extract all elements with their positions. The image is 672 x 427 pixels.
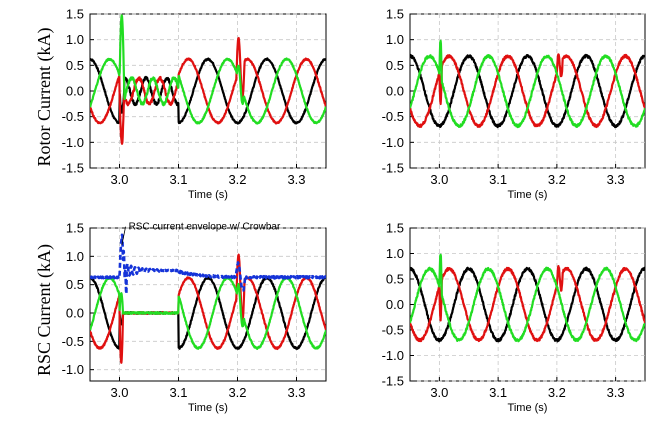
rsc-current-ylabel: RSC Current (kA) xyxy=(34,244,55,376)
y-tick-label: 1.0 xyxy=(66,32,84,47)
y-tick-label: 1.5 xyxy=(66,7,84,22)
x-tick-label: 3.2 xyxy=(548,172,566,187)
y-tick-label: 0.0 xyxy=(66,84,84,99)
panel-bottom-left: -1.0 -0.5 0.0 0.5 1.0 1.5 3.0 3.1 3.2 3.3 Time (s)… xyxy=(62,221,327,414)
y-tick-label: 0.0 xyxy=(386,297,404,312)
panel-top-left: -1.5 -1.0 -0.5 0.0 0.5 1.0 1.5 3.0 3.1 3.2 3.3 Time… xyxy=(62,7,327,201)
plot-frame xyxy=(89,227,327,382)
x-tick-label: 3.3 xyxy=(287,385,305,400)
y-tick-label: -1.0 xyxy=(62,362,84,377)
x-tick-label: 3.3 xyxy=(287,172,305,187)
y-tick-label: -1.0 xyxy=(62,135,84,150)
phase-series-line-2 xyxy=(410,39,645,129)
y-tick-label: -1.5 xyxy=(382,374,404,389)
y-tick-label: 1.0 xyxy=(66,249,84,264)
series-group xyxy=(90,233,326,364)
x-tick-label: 3.0 xyxy=(110,385,128,400)
y-tick-label: -1.0 xyxy=(382,348,404,363)
annotation-label: RSC current envelope w/ Crowbar xyxy=(129,222,281,233)
y-tick-label: 0.0 xyxy=(66,306,84,321)
y-tick-label: 1.5 xyxy=(386,221,404,236)
y-tick-label: -0.5 xyxy=(62,109,84,124)
y-tick-label: 1.5 xyxy=(66,221,84,236)
phase-series-line-2 xyxy=(410,253,645,343)
x-axis-label: Time (s) xyxy=(508,402,548,414)
y-tick-label: 1.0 xyxy=(386,32,404,47)
x-tick-label: 3.1 xyxy=(169,385,187,400)
y-tick-label: -1.0 xyxy=(382,135,404,150)
x-tick-label: 3.0 xyxy=(430,172,448,187)
y-tick-label: -0.5 xyxy=(382,109,404,124)
x-tick-label: 3.1 xyxy=(169,172,187,187)
y-tick-label: 0.5 xyxy=(386,272,404,287)
y-tick-label: 0.5 xyxy=(386,58,404,73)
y-tick-label: 1.5 xyxy=(386,7,404,22)
x-tick-label: 3.3 xyxy=(607,172,625,187)
x-axis-label: Time (s) xyxy=(188,402,228,414)
x-tick-label: 3.2 xyxy=(228,172,246,187)
y-tick-label: 0.0 xyxy=(386,84,404,99)
x-axis-label: Time (s) xyxy=(508,189,548,201)
x-axis-label: Time (s) xyxy=(188,189,228,201)
panel-top-right: -1.5 -1.0 -0.5 0.0 0.5 1.0 1.5 3.0 3.1 3.2 3.3 Time… xyxy=(382,7,646,201)
x-tick-label: 3.1 xyxy=(489,385,507,400)
y-tick-label: 0.5 xyxy=(66,277,84,292)
plot-frame xyxy=(409,13,646,169)
series-group xyxy=(410,253,645,343)
x-tick-label: 3.1 xyxy=(489,172,507,187)
phase-series-line-2 xyxy=(90,14,326,125)
envelope-series-line xyxy=(90,233,326,296)
series-group xyxy=(410,39,645,129)
y-tick-label: -0.5 xyxy=(382,323,404,338)
panel-bottom-right: -1.5 -1.0 -0.5 0.0 0.5 1.0 1.5 3.0 3.1 3.2 3.3 Time… xyxy=(382,221,646,414)
plot-frame xyxy=(409,227,646,382)
x-tick-label: 3.2 xyxy=(228,385,246,400)
y-tick-label: -1.5 xyxy=(62,161,84,176)
y-tick-label: 0.5 xyxy=(66,58,84,73)
x-tick-label: 3.0 xyxy=(110,172,128,187)
annotation-leader xyxy=(121,226,126,246)
rotor-current-ylabel: Rotor Current (kA) xyxy=(34,28,55,167)
x-tick-label: 3.2 xyxy=(548,385,566,400)
y-tick-label: -1.5 xyxy=(382,161,404,176)
series-group xyxy=(90,14,326,145)
y-tick-label: 1.0 xyxy=(386,246,404,261)
y-tick-label: -0.5 xyxy=(62,334,84,349)
x-tick-label: 3.0 xyxy=(430,385,448,400)
x-tick-label: 3.3 xyxy=(607,385,625,400)
